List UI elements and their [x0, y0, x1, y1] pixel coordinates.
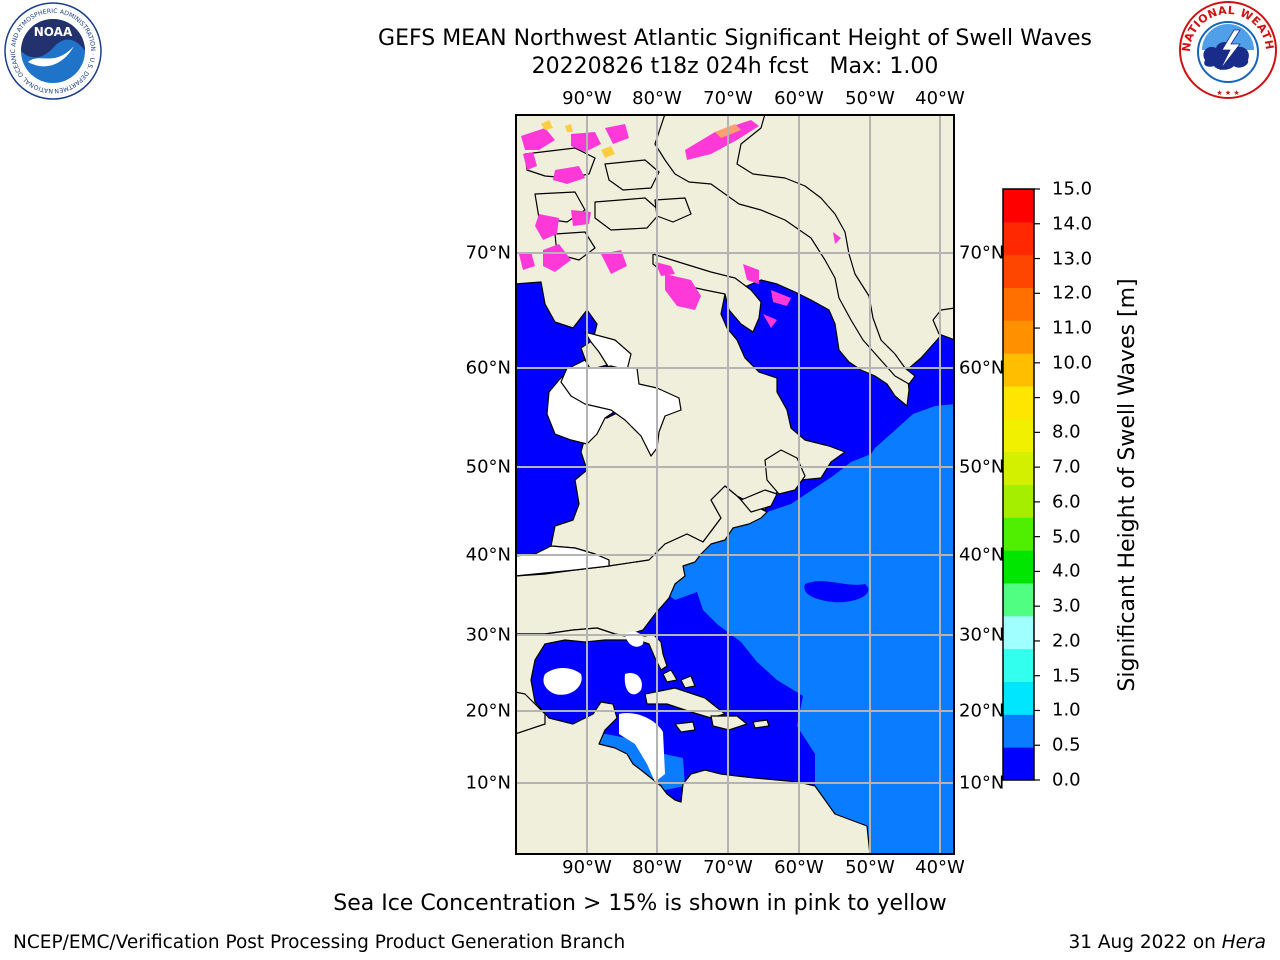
colorbar-tick-label: 15.0	[1052, 178, 1093, 200]
colorbar-tick-label: 4.0	[1052, 560, 1081, 582]
lat-tick-left: 30°N	[465, 624, 511, 646]
colorbar-segment	[1003, 747, 1034, 781]
colorbar-segment	[1003, 287, 1034, 321]
lat-tick-right: 70°N	[959, 242, 1005, 264]
colorbar-segment	[1003, 550, 1034, 584]
credit-branch: NCEP/EMC/Verification Post Processing Pr…	[13, 932, 626, 953]
lat-tick-right: 50°N	[959, 456, 1005, 478]
colorbar-tick-label: 0.0	[1052, 769, 1081, 791]
lat-tick-left: 60°N	[465, 357, 511, 379]
lat-tick-left: 10°N	[465, 772, 511, 794]
credit-date-host: 31 Aug 2022 on Hera	[1068, 932, 1266, 953]
colorbar-tick-label: 5.0	[1052, 526, 1081, 548]
lat-tick-right: 10°N	[959, 772, 1005, 794]
colorbar-segment	[1003, 714, 1034, 748]
lat-tick-right: 40°N	[959, 544, 1005, 566]
colorbar-tick-label: 13.0	[1052, 248, 1093, 270]
lon-tick-bottom: 70°W	[703, 857, 753, 878]
colorbar-segment	[1003, 221, 1034, 256]
colorbar-segment	[1003, 681, 1034, 715]
no-data-patches	[543, 631, 665, 782]
sea-ice-note: Sea Ice Concentration > 15% is shown in …	[333, 891, 947, 916]
lon-tick-top: 80°W	[632, 88, 682, 109]
chart-title: GEFS MEAN Northwest Atlantic Significant…	[378, 26, 1092, 51]
colorbar-segment	[1003, 648, 1034, 682]
colorbar-tick-label: 0.5	[1052, 734, 1081, 756]
colorbar-segment	[1003, 189, 1034, 223]
lon-tick-top: 60°W	[774, 88, 824, 109]
colorbar-segment	[1003, 353, 1034, 387]
colorbar-segment	[1003, 386, 1034, 420]
lat-tick-left: 20°N	[465, 700, 511, 722]
lon-tick-top: 70°W	[703, 88, 753, 109]
colorbar-segment	[1003, 517, 1034, 551]
colorbar-segment	[1003, 320, 1034, 354]
lat-tick-left: 70°N	[465, 242, 511, 264]
lat-tick-right: 20°N	[959, 700, 1005, 722]
colorbar-tick-label: 10.0	[1052, 352, 1093, 374]
credit-host: Hera	[1221, 932, 1266, 953]
lon-tick-bottom: 40°W	[915, 857, 965, 878]
colorbar-tick-label: 8.0	[1052, 421, 1081, 443]
colorbar-tick-label: 11.0	[1052, 317, 1093, 339]
colorbar-tick-label: 12.0	[1052, 282, 1093, 304]
colorbar-segment	[1003, 418, 1034, 453]
colorbar-tick-label: 1.5	[1052, 665, 1081, 687]
colorbar-tick-label: 2.0	[1052, 630, 1081, 652]
lon-tick-top: 90°W	[562, 88, 612, 109]
lon-tick-bottom: 60°W	[774, 857, 824, 878]
colorbar-segment	[1003, 484, 1034, 518]
lon-tick-top: 40°W	[915, 88, 965, 109]
colorbar-tick-label: 14.0	[1052, 213, 1093, 235]
colorbar-segment	[1003, 451, 1034, 485]
svg-text:★ ★ ★: ★ ★ ★	[1216, 89, 1239, 97]
national-weather-service-logo-icon: NATIONAL WEATHER SERVICE ★ ★ ★	[1178, 0, 1277, 99]
colorbar-label: Significant Height of Swell Waves [m]	[1115, 278, 1140, 692]
lat-tick-left: 50°N	[465, 456, 511, 478]
noaa-logo-icon: NATIONAL OCEANIC AND ATMOSPHERIC ADMINIS…	[2, 2, 102, 100]
lon-tick-bottom: 80°W	[632, 857, 682, 878]
graticule	[515, 114, 955, 855]
lat-tick-left: 40°N	[465, 544, 511, 566]
swell-height-map	[515, 114, 955, 855]
colorbar-segment	[1003, 615, 1034, 650]
lat-tick-right: 30°N	[959, 624, 1005, 646]
colorbar-tick-label: 3.0	[1052, 595, 1081, 617]
map-frame	[515, 114, 955, 855]
colorbar-segment	[1003, 583, 1034, 617]
colorbar-tick-label: 1.0	[1052, 699, 1081, 721]
colorbar-segment	[1003, 254, 1034, 288]
lat-tick-right: 60°N	[959, 357, 1005, 379]
land	[515, 114, 955, 855]
colorbar-tick-label: 6.0	[1052, 491, 1081, 513]
noaa-logo-text: NOAA	[34, 25, 73, 39]
credit-date: 31 Aug 2022 on	[1068, 932, 1222, 953]
chart-subtitle: 20220826 t18z 024h fcst Max: 1.00	[531, 54, 939, 79]
lon-tick-bottom: 90°W	[562, 857, 612, 878]
colorbar	[1002, 188, 1040, 781]
colorbar-tick-label: 9.0	[1052, 387, 1081, 409]
colorbar-tick-label: 7.0	[1052, 456, 1081, 478]
lon-tick-bottom: 50°W	[845, 857, 895, 878]
lon-tick-top: 50°W	[845, 88, 895, 109]
